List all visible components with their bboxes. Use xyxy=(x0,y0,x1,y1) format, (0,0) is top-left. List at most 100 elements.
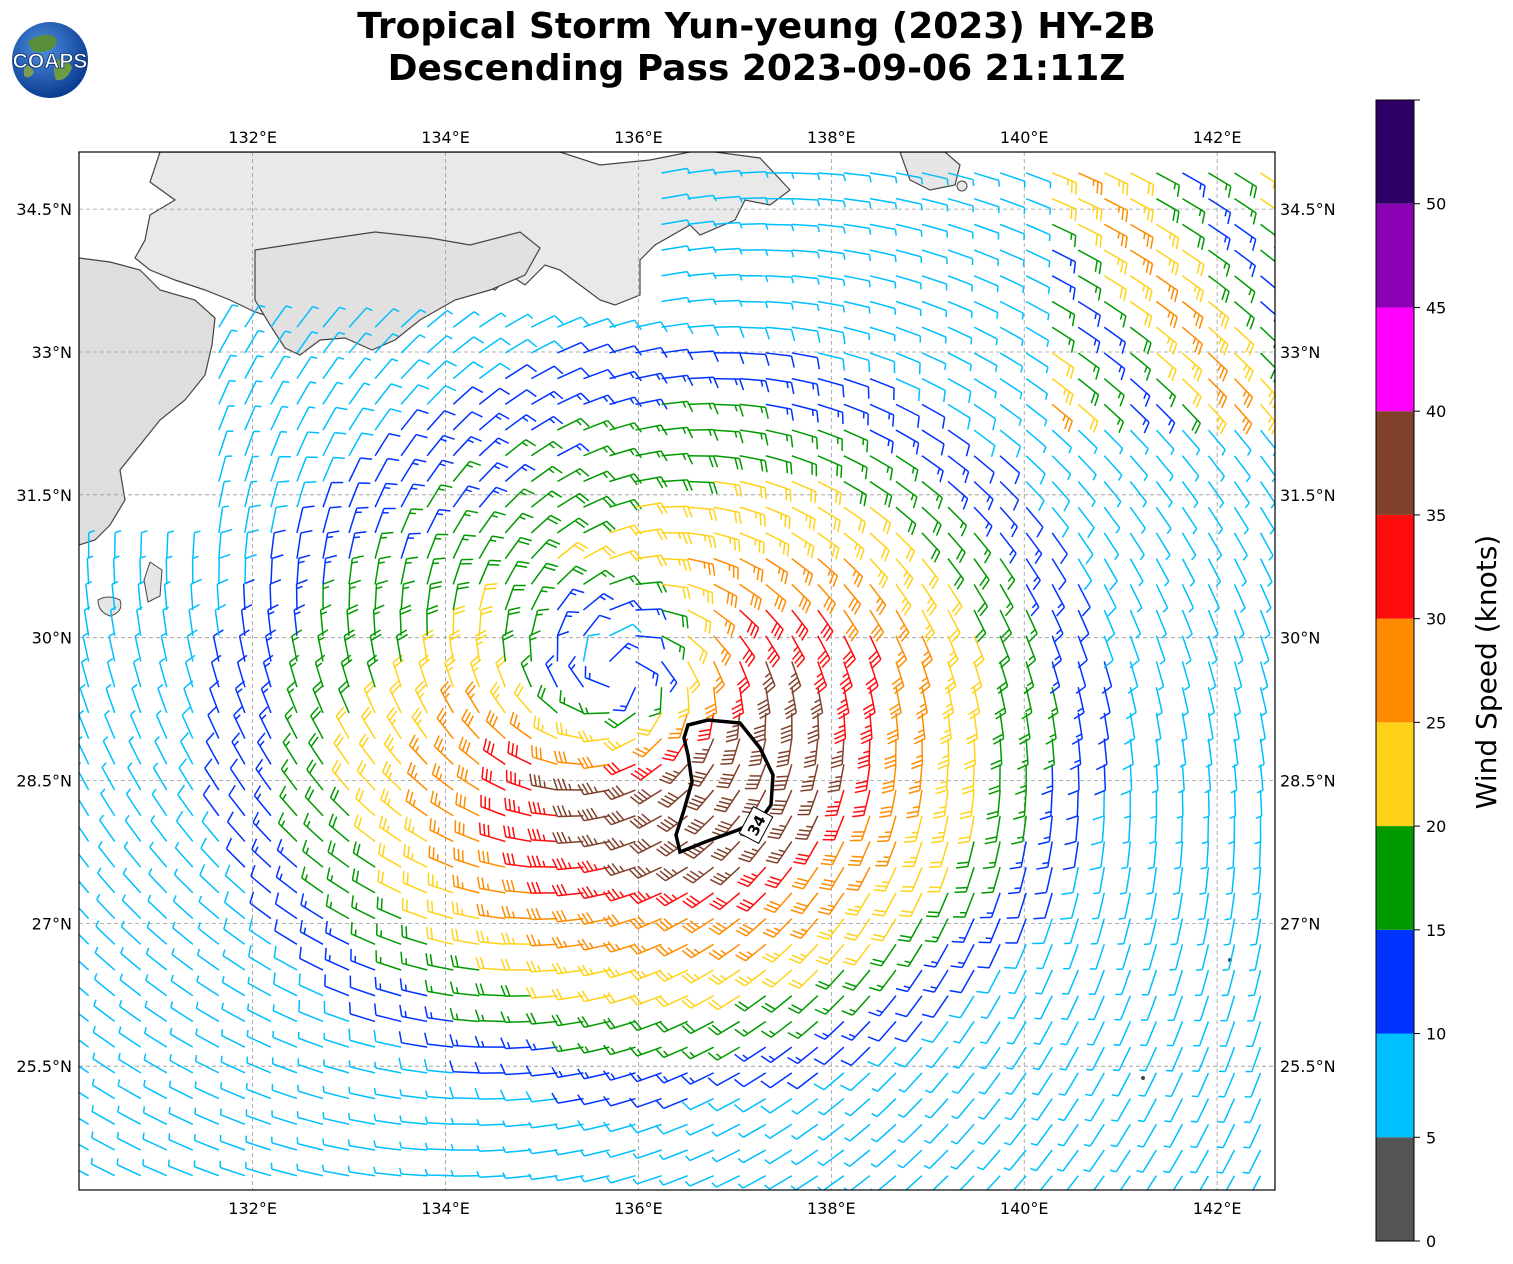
wind-barb xyxy=(374,482,398,508)
wind-barb xyxy=(398,1031,428,1048)
wind-barb xyxy=(791,506,816,531)
wind-barb xyxy=(817,172,847,182)
wind-barb xyxy=(1259,506,1275,535)
wind-barb xyxy=(296,431,320,457)
wind-barb xyxy=(274,919,298,945)
wind-barb xyxy=(374,308,400,328)
wind-barb xyxy=(304,786,324,817)
wind-barb xyxy=(475,629,488,662)
wind-barb xyxy=(450,1143,480,1151)
wind-barb xyxy=(1077,378,1100,407)
wind-barb xyxy=(1259,687,1268,717)
land-izu xyxy=(899,152,961,191)
wind-barb xyxy=(791,403,819,423)
wind-barb xyxy=(879,789,897,819)
wind-barb xyxy=(765,480,792,502)
wind-barb xyxy=(1051,635,1062,669)
wind-barb xyxy=(1004,1098,1027,1121)
wind-barb xyxy=(1094,764,1107,796)
wind-barb xyxy=(195,1001,220,1023)
wind-barb xyxy=(630,763,663,781)
wind-barb xyxy=(763,892,793,914)
wind-barb xyxy=(1117,918,1132,945)
wind-barb xyxy=(1208,198,1232,225)
wind-barb xyxy=(973,558,990,590)
wind-barb xyxy=(1225,867,1236,896)
wind-barb xyxy=(895,275,922,290)
wind-barb xyxy=(924,1098,949,1119)
wind-barb xyxy=(947,506,968,537)
wind-barb xyxy=(966,712,979,745)
wind-barb xyxy=(374,358,399,380)
wind-barb xyxy=(681,1097,714,1111)
wind-barb xyxy=(1182,223,1206,250)
wind-barb xyxy=(921,455,944,483)
wind-barb xyxy=(502,852,532,868)
wind-barb xyxy=(322,406,348,431)
wind-barb xyxy=(873,866,897,892)
land-islet-2 xyxy=(143,561,163,603)
wind-barb xyxy=(1129,506,1146,534)
wind-barb xyxy=(761,995,793,1013)
wind-barb xyxy=(323,1032,350,1048)
wind-barb xyxy=(375,950,402,971)
wind-barb xyxy=(474,1009,506,1023)
wind-barb xyxy=(609,473,642,486)
wind-barb xyxy=(530,465,563,483)
wind-barb xyxy=(1207,275,1230,303)
wind-barb xyxy=(739,583,762,611)
wind-barb xyxy=(554,1148,584,1156)
wind-barb xyxy=(1247,969,1262,997)
wind-barb xyxy=(507,741,532,765)
wind-barb xyxy=(327,840,350,868)
wind-barb xyxy=(843,403,869,426)
wind-barb xyxy=(606,1174,636,1184)
wind-barb xyxy=(840,1046,871,1067)
wind-barb xyxy=(398,1057,428,1074)
wind-barb xyxy=(685,1123,714,1136)
wind-barb xyxy=(578,702,610,715)
wind-barb xyxy=(96,893,116,920)
wind-barb xyxy=(452,311,480,328)
wind-barb xyxy=(661,270,691,278)
wind-barb xyxy=(1155,558,1170,587)
wind-barb xyxy=(322,1112,350,1126)
wind-barb xyxy=(151,788,168,817)
wind-barb xyxy=(322,579,335,611)
wind-barb xyxy=(924,1123,949,1144)
wind-barb xyxy=(373,1029,402,1048)
wind-barb xyxy=(179,732,194,765)
wind-barb xyxy=(923,943,949,968)
wind-barb xyxy=(762,661,776,694)
wind-barb xyxy=(322,530,340,559)
wind-barb xyxy=(739,377,770,393)
wind-barb xyxy=(1129,198,1154,223)
wind-barb xyxy=(374,555,391,585)
wind-barb xyxy=(314,654,326,688)
wind-barb xyxy=(1007,866,1027,895)
wind-barb xyxy=(973,275,999,293)
wind-barb xyxy=(815,943,845,965)
wind-barb xyxy=(325,921,350,945)
wind-barb xyxy=(682,866,715,884)
wind-barb xyxy=(1103,300,1127,328)
wind-barb xyxy=(102,735,116,765)
wind-barb xyxy=(1205,738,1213,768)
wind-barb xyxy=(1156,172,1181,197)
wind-barb xyxy=(921,352,947,371)
wind-barb xyxy=(1226,841,1236,870)
wind-barb xyxy=(1066,1175,1079,1190)
wind-barb xyxy=(551,936,584,949)
wind-barb xyxy=(1103,429,1124,455)
wind-barb xyxy=(168,1080,194,1100)
wind-barb xyxy=(474,1087,506,1100)
wind-barb xyxy=(1034,995,1053,1020)
wind-barb xyxy=(1025,352,1049,374)
wind-barb xyxy=(79,762,90,791)
wind-barb xyxy=(1103,403,1125,434)
wind-barb xyxy=(847,841,871,867)
wind-barb xyxy=(552,778,584,791)
wind-barb xyxy=(373,1114,402,1126)
wind-barb xyxy=(1167,995,1184,1022)
wind-barb xyxy=(399,1115,428,1126)
